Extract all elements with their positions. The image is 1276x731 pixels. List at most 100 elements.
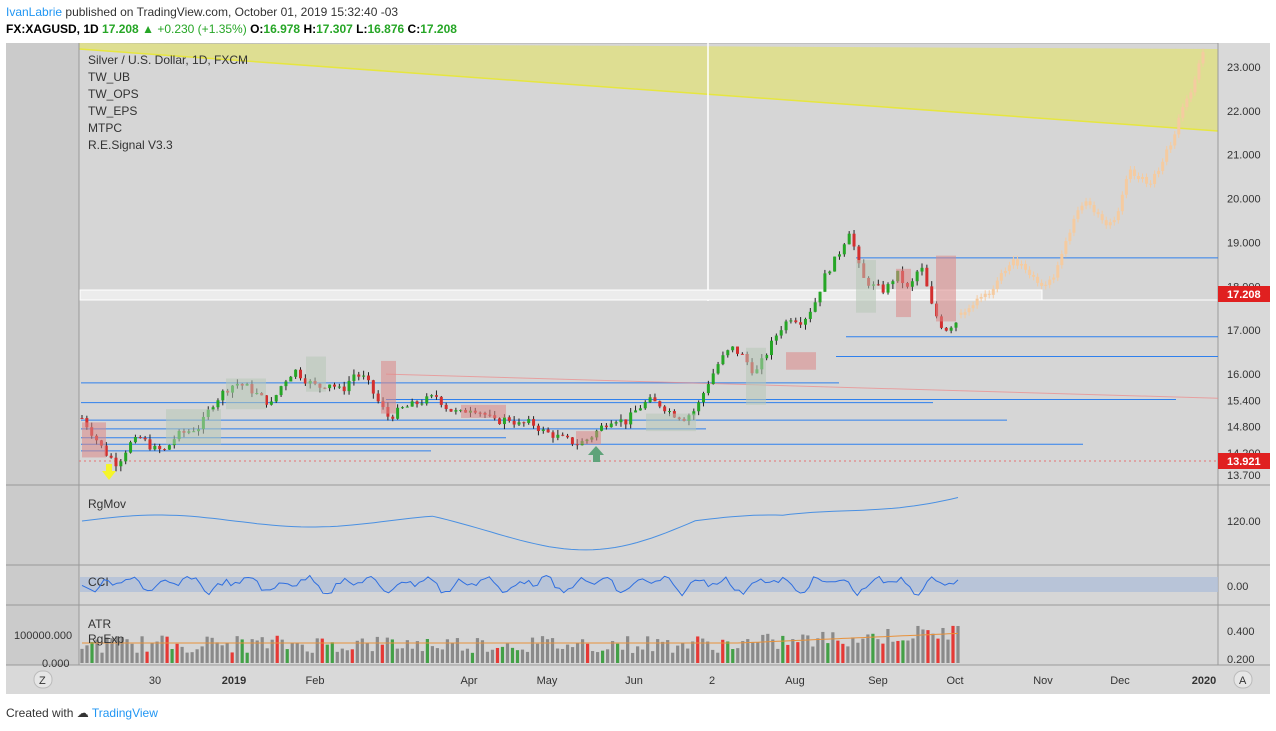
rgmov-label[interactable]: RgMov xyxy=(88,497,126,511)
atr-bar xyxy=(691,641,695,663)
atr-bar xyxy=(280,639,284,663)
atr-bar xyxy=(90,642,94,663)
projection-body xyxy=(1177,117,1181,135)
time-tick-label: Apr xyxy=(460,675,477,687)
candle-body xyxy=(114,457,118,467)
candle-body xyxy=(852,233,856,247)
candle-body xyxy=(769,340,773,356)
projection-body xyxy=(1124,179,1128,195)
candle-body xyxy=(799,322,803,325)
auto-scale-button[interactable] xyxy=(33,670,53,689)
last-price-badge xyxy=(1218,286,1270,302)
projection-body xyxy=(1024,263,1028,270)
candle-body xyxy=(954,322,958,328)
projection-body xyxy=(1015,259,1019,266)
atr-bar xyxy=(395,648,399,663)
candle-body xyxy=(876,284,880,286)
candle-body xyxy=(532,419,536,426)
candle-body xyxy=(702,393,706,403)
candle-body xyxy=(303,378,307,384)
candle-body xyxy=(774,335,778,341)
projection-body xyxy=(959,312,963,315)
auto-button[interactable] xyxy=(1233,670,1253,689)
auto-scale-button-label: Z xyxy=(39,675,46,687)
cci-tick: 0.00 xyxy=(1227,581,1248,593)
time-tick-label: Jun xyxy=(625,675,643,687)
legend-item[interactable]: R.E.Signal V3.3 xyxy=(88,138,173,152)
author-link[interactable]: IvanLabrie xyxy=(6,5,63,19)
symbol-info: FX:XAGUSD, 1D 17.208 ▲ +0.230 (+1.35%) O… xyxy=(6,22,457,36)
atr-bar xyxy=(631,652,635,663)
projection-body xyxy=(975,298,979,306)
atr-bar xyxy=(440,649,445,663)
high-value: 17.307 xyxy=(316,22,353,36)
time-tick-label: May xyxy=(537,675,558,687)
atr-bar xyxy=(936,638,940,663)
atr-bar xyxy=(120,636,124,663)
projection-body xyxy=(1161,161,1165,171)
projection-body xyxy=(1032,274,1036,277)
tradingview-link[interactable]: TradingView xyxy=(91,706,158,720)
signal-box xyxy=(226,378,266,410)
signal-box xyxy=(856,260,876,313)
atr-bar xyxy=(325,644,329,663)
cci-label[interactable]: CCI xyxy=(88,575,109,589)
atr-bar xyxy=(190,652,194,663)
time-axis[interactable] xyxy=(6,665,1270,694)
projection-body xyxy=(1169,145,1173,150)
rgexp-line xyxy=(82,632,959,644)
candle-body xyxy=(158,446,162,450)
projection-body xyxy=(1112,220,1116,223)
atr-bar xyxy=(686,648,690,663)
atr-bar xyxy=(590,651,595,663)
projection-body xyxy=(1088,201,1092,206)
created-with-text: Created with xyxy=(6,706,74,720)
candle-body xyxy=(736,346,739,354)
candle-body xyxy=(328,384,332,389)
atr-bar xyxy=(881,643,885,663)
price-tick-label: 22.000 xyxy=(1227,106,1261,118)
atr-bar xyxy=(495,647,500,663)
projection-body xyxy=(1096,212,1100,215)
right-price-axis[interactable] xyxy=(1218,43,1270,665)
buy-arrow-icon xyxy=(102,464,116,480)
projection-body xyxy=(1185,98,1189,108)
projection-body xyxy=(979,296,983,299)
projection-body xyxy=(1003,270,1007,274)
legend-item[interactable]: MTPC xyxy=(88,121,122,135)
low-value: 16.876 xyxy=(367,22,405,36)
atr-bar xyxy=(661,641,665,663)
candle-body xyxy=(706,384,710,394)
atr-bar xyxy=(150,642,154,663)
projection-body xyxy=(963,312,967,315)
atr-bar xyxy=(776,648,780,663)
candle-body xyxy=(415,401,419,405)
atr-bar xyxy=(500,646,505,663)
atr-label[interactable]: ATR xyxy=(88,617,111,631)
projection-body xyxy=(1068,232,1072,242)
atr-bar xyxy=(285,649,289,663)
chart-frame[interactable]: Silver / U.S. Dollar, 1D, FXCM TW_UB TW_… xyxy=(6,43,1270,694)
rgexp-label[interactable]: RgExp xyxy=(88,632,124,646)
candles[interactable] xyxy=(80,229,958,472)
legend-item[interactable]: TW_OPS xyxy=(88,87,139,101)
candle-body xyxy=(629,412,633,425)
rgmov-line xyxy=(81,497,959,551)
candle-body xyxy=(299,369,302,379)
atr-bar xyxy=(185,652,189,663)
candle-body xyxy=(454,410,458,412)
atr-bar xyxy=(530,637,535,663)
candle-body xyxy=(332,384,336,387)
yellow-resistance-zone xyxy=(79,43,1218,131)
atr-bar xyxy=(175,643,179,663)
candle-body xyxy=(284,381,288,387)
legend-item[interactable]: TW_EPS xyxy=(88,104,137,118)
last-price-label: 17.208 xyxy=(1227,289,1261,301)
atr-left-tick: 100000.000 xyxy=(14,630,72,642)
candle-body xyxy=(930,286,934,304)
chart-svg[interactable]: Silver / U.S. Dollar, 1D, FXCM TW_UB TW_… xyxy=(6,43,1270,694)
atr-bar xyxy=(415,641,419,663)
candle-body xyxy=(570,437,574,445)
legend-item[interactable]: TW_UB xyxy=(88,70,130,84)
candle-body xyxy=(624,419,628,425)
